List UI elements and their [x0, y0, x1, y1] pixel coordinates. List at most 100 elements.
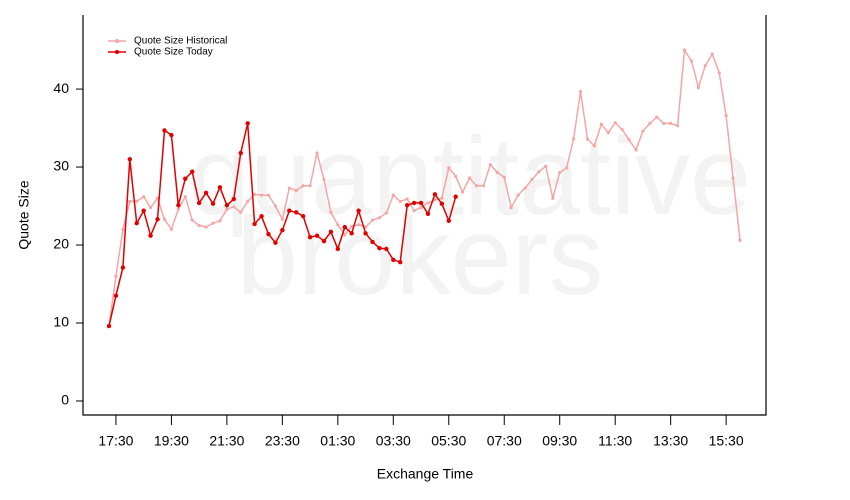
point [197, 223, 201, 228]
legend-label: Quote Size Historical [134, 36, 227, 47]
point [377, 216, 382, 220]
point [246, 199, 250, 203]
point [114, 274, 118, 278]
point [481, 184, 486, 188]
point [474, 184, 479, 188]
y-tick-label: 10 [53, 314, 69, 330]
point [461, 190, 465, 194]
point [190, 169, 195, 174]
x-tick-label: 15:30 [709, 433, 744, 449]
point [544, 164, 548, 168]
x-tick-label: 23:30 [265, 433, 300, 449]
point [148, 233, 153, 238]
y-tick-label: 20 [53, 236, 69, 252]
x-tick-label: 05:30 [431, 433, 466, 449]
point [328, 229, 334, 234]
point [350, 224, 354, 228]
point [446, 218, 451, 224]
point [307, 235, 313, 240]
point [689, 59, 694, 63]
x-tick-label: 11:30 [598, 433, 632, 449]
x-axis-label: Exchange Time [377, 466, 474, 482]
point [315, 151, 319, 155]
point [530, 177, 534, 182]
point [127, 157, 133, 162]
point [599, 122, 603, 126]
x-tick-label: 01:30 [320, 433, 355, 449]
x-tick-label: 13:30 [653, 433, 688, 449]
point [391, 257, 396, 263]
point [391, 193, 395, 197]
point [703, 64, 707, 68]
point [238, 150, 243, 156]
point [620, 128, 624, 132]
point [343, 233, 347, 237]
axis-frame [82, 15, 767, 416]
point [377, 245, 382, 251]
point [648, 121, 652, 125]
point [266, 231, 271, 237]
point [404, 203, 410, 208]
point [439, 201, 445, 206]
x-tick-label: 19:30 [154, 433, 189, 449]
x-tick-label: 07:30 [487, 433, 522, 449]
point [210, 201, 216, 206]
point [183, 195, 187, 199]
point [682, 48, 687, 52]
point [585, 137, 590, 141]
point [634, 148, 638, 152]
point [141, 208, 146, 213]
watermark: brokers [237, 195, 604, 318]
point [314, 233, 320, 238]
x-tick-label: 17:30 [98, 433, 133, 449]
point [287, 186, 291, 190]
point [211, 221, 215, 225]
point [266, 193, 271, 197]
point [738, 238, 742, 242]
point [398, 259, 403, 265]
point [218, 219, 222, 223]
y-tick-label: 40 [53, 80, 69, 96]
point [502, 175, 506, 179]
point [169, 227, 174, 232]
point [342, 224, 347, 230]
point [329, 210, 333, 214]
point [142, 195, 146, 199]
point [696, 85, 700, 90]
point [669, 121, 673, 125]
point [162, 217, 167, 221]
point [196, 200, 202, 206]
point [322, 177, 326, 182]
point [551, 196, 555, 200]
point [190, 218, 194, 222]
point [363, 225, 368, 229]
point [280, 217, 284, 221]
point [447, 166, 451, 170]
point [523, 186, 527, 190]
point [239, 210, 243, 214]
point [259, 193, 264, 197]
point [613, 121, 617, 125]
point [516, 193, 520, 197]
point [135, 199, 139, 203]
point [426, 201, 430, 205]
point [120, 265, 126, 270]
point [321, 238, 327, 244]
point [203, 190, 209, 195]
point [405, 197, 409, 201]
point [155, 217, 160, 222]
point [134, 220, 139, 226]
point [287, 208, 292, 213]
point [731, 176, 735, 180]
point [655, 115, 659, 119]
point [231, 196, 237, 202]
point [384, 211, 388, 215]
point [336, 223, 340, 227]
point [363, 231, 368, 236]
point [308, 184, 312, 188]
point [433, 198, 437, 202]
point [467, 176, 472, 180]
point [349, 231, 354, 236]
point [641, 129, 645, 133]
point [225, 207, 229, 211]
